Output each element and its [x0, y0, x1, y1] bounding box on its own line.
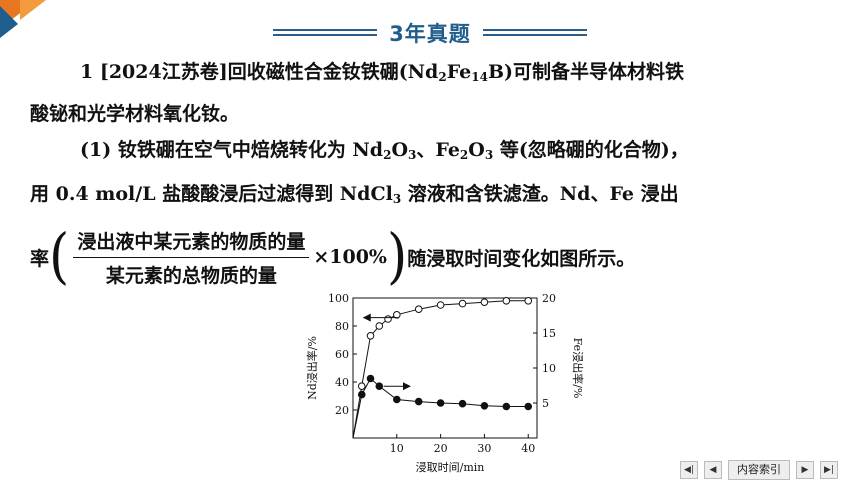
q1-sub-2: 3 — [408, 148, 417, 162]
x-tick-label: 30 — [477, 442, 491, 455]
data-point-right — [480, 402, 489, 410]
right-paren: ) — [386, 222, 408, 292]
rate-prefix: 率 — [30, 247, 50, 270]
first-page-button[interactable]: ◀| — [680, 461, 698, 479]
data-point-right — [414, 397, 423, 406]
section-title: 3年真题 — [389, 22, 471, 46]
y-axis-right-label: Fe浸出率/% — [571, 338, 585, 399]
fraction-denominator: 某元素的总物质的量 — [105, 264, 277, 287]
data-point-left — [480, 298, 489, 306]
data-point-right — [436, 399, 445, 407]
data-point-right — [393, 395, 401, 404]
skip-forward-icon: ▶| — [824, 465, 834, 475]
last-page-button[interactable]: ▶| — [820, 461, 838, 479]
y-right-tick-label: 15 — [542, 327, 556, 340]
q1-text-d: O — [468, 139, 485, 161]
data-point-left — [366, 332, 375, 340]
q1-text-a: (1) 钕铁硼在空气中焙烧转化为 Nd — [80, 139, 384, 161]
corner-decoration — [0, 0, 46, 38]
y-right-tick-label: 20 — [542, 292, 556, 305]
data-point-left — [414, 305, 423, 314]
intro-text-pre: 1 [2024江苏卷]回收磁性合金钕铁硼(Nd — [80, 61, 439, 83]
section-header: 3年真题 — [0, 16, 860, 50]
data-point-left — [524, 297, 533, 305]
q1-sub-1: 2 — [383, 148, 392, 162]
intro-sub-fe: 14 — [471, 70, 488, 84]
left-paren: ( — [49, 222, 70, 292]
arrow-right-icon: ▶ — [801, 465, 809, 475]
data-point-left — [393, 311, 401, 319]
series-line-left — [352, 300, 529, 439]
header-decoration-left — [273, 28, 378, 38]
x-tick-label: 40 — [521, 442, 535, 455]
next-page-button[interactable]: ▶ — [796, 461, 814, 479]
y-right-tick-label: 5 — [542, 397, 549, 410]
intro-sub-nd: 2 — [438, 70, 447, 84]
q1-text-e: 等(忽略硼的化合物)， — [493, 139, 689, 161]
x-tick-label: 10 — [390, 442, 404, 455]
intro-text-post: B)可制备半导体材料铁 — [487, 61, 685, 83]
leaching-rate-chart: Nd浸出率/% Fe浸出率/% 浸取时间/min 10 20 30 40 20 40 60 8… — [305, 292, 585, 474]
arrow-left-icon: ◀ — [709, 465, 717, 475]
rate-fraction: 浸出液中某元素的物质的量 某元素的总物质的量 — [73, 227, 310, 288]
q1-text-b: O — [391, 139, 409, 161]
data-point-left — [357, 382, 366, 390]
data-point-left — [375, 322, 384, 330]
y-axis-left-label: Nd浸出率/% — [305, 336, 319, 400]
problem-intro: 1 [2024江苏卷]回收磁性合金钕铁硼(Nd2Fe14B)可制备半导体材料铁 — [30, 52, 860, 92]
y-left-tick-label: 40 — [335, 376, 349, 389]
data-point-right — [502, 402, 511, 411]
data-point-left — [384, 315, 392, 323]
data-point-right — [375, 382, 384, 390]
data-point-right — [357, 390, 366, 399]
header-decoration-right — [482, 28, 587, 38]
slide-navigation: ◀| ◀ 内容索引 ▶ ▶| — [680, 460, 838, 480]
q1-sub-3: 2 — [459, 148, 469, 162]
y-left-tick-label: 20 — [335, 404, 349, 417]
times-100-percent: ×100% — [313, 246, 387, 268]
intro-text-fe: Fe — [446, 61, 472, 83]
data-point-left — [502, 297, 511, 305]
y-left-tick-label: 100 — [328, 292, 349, 305]
q1-text-c: 、Fe — [416, 139, 460, 161]
data-point-right — [524, 402, 533, 411]
problem-line-2: 酸铋和光学材料氧化钕。 — [30, 103, 240, 125]
data-point-left — [458, 299, 467, 308]
problem-line-4: 用 0.4 mol/L 盐酸酸浸后过滤得到 NdCl3 溶液和含铁滤渣。Nd、F… — [30, 174, 830, 214]
line4-sub: 3 — [392, 192, 402, 206]
question-1: (1) 钕铁硼在空气中焙烧转化为 Nd2O3、Fe2O3 等(忽略硼的化合物)， — [30, 130, 860, 170]
rate-formula-line: 率 ( 浸出液中某元素的物质的量 某元素的总物质的量 ×100% ) 随浸取时间… — [30, 222, 635, 292]
fraction-numerator: 浸出液中某元素的物质的量 — [73, 227, 310, 258]
line4-text-b: 溶液和含铁滤渣。Nd、Fe 浸出 — [401, 183, 679, 205]
x-tick-label: 20 — [434, 442, 448, 455]
line4-text-a: 用 0.4 mol/L 盐酸酸浸后过滤得到 NdCl — [30, 183, 393, 205]
data-point-left — [436, 301, 445, 309]
plot-frame — [352, 297, 538, 439]
y-right-tick-label: 10 — [542, 362, 556, 375]
y-left-tick-label: 80 — [335, 320, 349, 333]
content-index-button[interactable]: 内容索引 — [728, 460, 790, 480]
q1-sub-4: 3 — [484, 148, 494, 162]
skip-back-icon: ◀| — [684, 465, 694, 475]
data-point-right — [458, 399, 467, 408]
y-left-tick-label: 60 — [335, 348, 349, 361]
rate-suffix: 随浸取时间变化如图所示。 — [407, 247, 636, 270]
x-axis-label: 浸取时间/min — [416, 461, 485, 474]
data-point-right — [366, 374, 375, 383]
prev-page-button[interactable]: ◀ — [704, 461, 722, 479]
